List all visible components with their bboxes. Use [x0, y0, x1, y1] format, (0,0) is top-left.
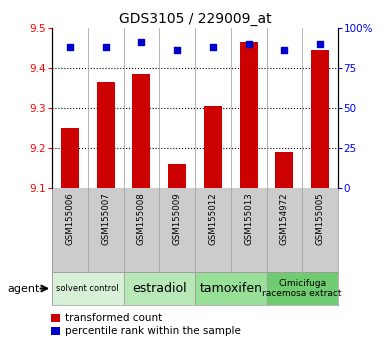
Point — [67, 44, 73, 50]
Point — [246, 41, 252, 47]
Bar — [97, 82, 115, 188]
Point — [138, 40, 144, 45]
Point — [174, 47, 180, 53]
Text: GSM155006: GSM155006 — [65, 192, 74, 245]
Text: GSM155007: GSM155007 — [101, 192, 110, 245]
Point — [317, 41, 323, 47]
Text: tamoxifen: tamoxifen — [199, 282, 262, 295]
Bar — [240, 42, 258, 188]
Bar — [52, 272, 124, 305]
Text: solvent control: solvent control — [57, 284, 119, 293]
Text: GSM155009: GSM155009 — [172, 192, 182, 245]
Text: GSM154972: GSM154972 — [280, 192, 289, 245]
Bar — [311, 50, 329, 188]
Text: estradiol: estradiol — [132, 282, 187, 295]
Point — [210, 44, 216, 50]
Bar — [132, 74, 150, 188]
Bar — [266, 272, 338, 305]
Title: GDS3105 / 229009_at: GDS3105 / 229009_at — [119, 12, 271, 25]
Bar — [168, 164, 186, 188]
Bar — [195, 272, 266, 305]
Text: GSM155005: GSM155005 — [316, 192, 325, 245]
Legend: transformed count, percentile rank within the sample: transformed count, percentile rank withi… — [52, 313, 241, 336]
Bar — [61, 128, 79, 188]
Text: agent: agent — [8, 284, 40, 293]
Bar — [204, 106, 222, 188]
Bar — [275, 152, 293, 188]
Text: GSM155008: GSM155008 — [137, 192, 146, 245]
Text: GSM155012: GSM155012 — [208, 192, 218, 245]
Text: GSM155013: GSM155013 — [244, 192, 253, 245]
Point — [281, 47, 288, 53]
Bar — [124, 272, 195, 305]
Text: Cimicifuga
racemosa extract: Cimicifuga racemosa extract — [263, 279, 342, 298]
Point — [102, 44, 109, 50]
